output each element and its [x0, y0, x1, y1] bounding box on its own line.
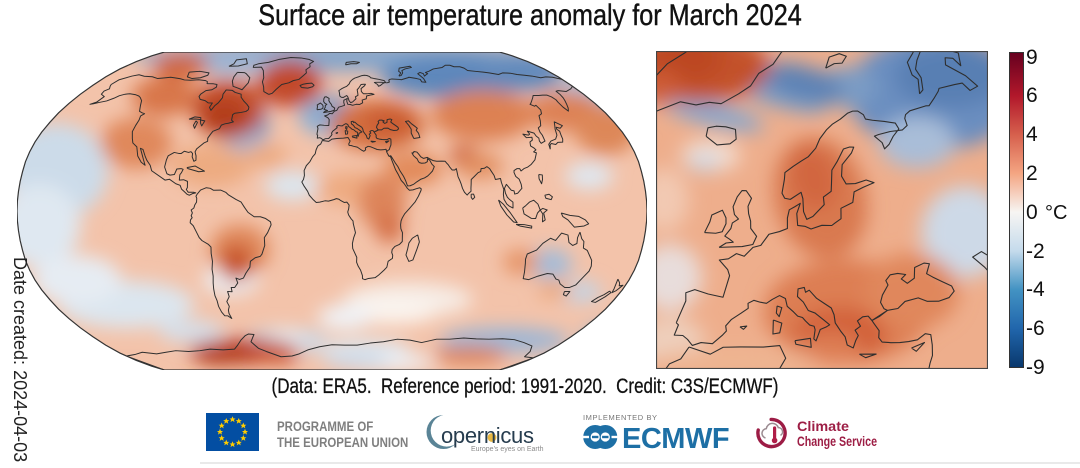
svg-text:Europe's eyes on Earth: Europe's eyes on Earth — [471, 446, 544, 453]
svg-text:opernicus: opernicus — [441, 423, 534, 448]
svg-text:Climate: Climate — [797, 419, 850, 434]
svg-text:Change Service: Change Service — [797, 434, 877, 449]
svg-text:ECMWF: ECMWF — [622, 425, 729, 450]
